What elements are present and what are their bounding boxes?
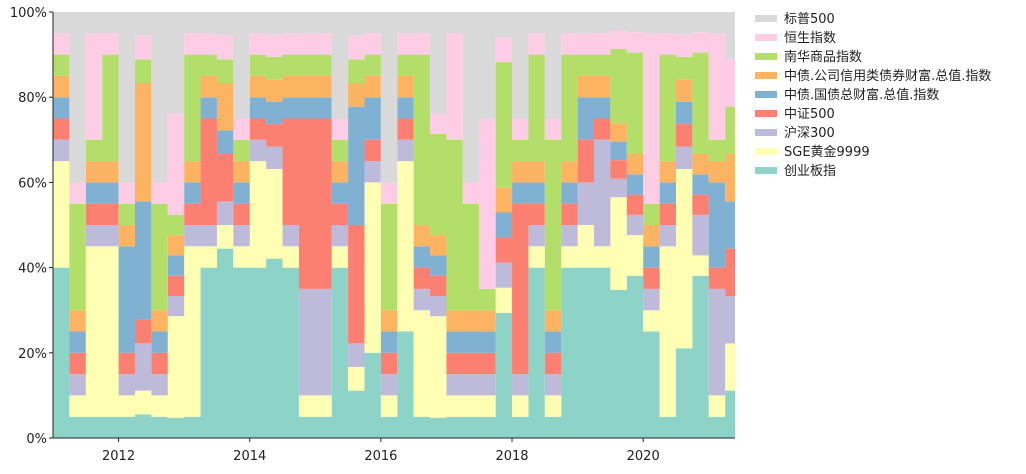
x-tick-label: 2016 <box>364 449 397 464</box>
legend-label: SGE黄金9999 <box>784 144 870 160</box>
legend-label: 中债.公司信用类债券财富.总值.指数 <box>784 68 991 84</box>
legend-label: 南华商品指数 <box>784 49 862 65</box>
axes: 0% 20% 40% 60% 80% 100% 2012 2014 2016 2018 2020 <box>10 6 735 464</box>
y-tick-label: 20% <box>18 347 47 362</box>
y-tick-label: 40% <box>18 262 47 277</box>
legend-label: 恒生指数 <box>784 31 836 46</box>
legend-swatch <box>755 167 777 174</box>
x-tick-label: 2020 <box>627 449 660 464</box>
y-tick-label: 0% <box>26 432 47 447</box>
area-series-3 <box>53 118 735 375</box>
legend-label: 中证500 <box>784 107 835 122</box>
legend-swatch <box>755 15 777 22</box>
x-tick-label: 2018 <box>495 449 528 464</box>
area-series-6 <box>53 49 735 311</box>
x-tick-label: 2014 <box>233 449 266 464</box>
legend-swatch <box>755 129 777 136</box>
legend-label: 创业板指 <box>784 164 836 179</box>
area-series-4 <box>53 97 735 353</box>
area-series-8 <box>53 12 735 183</box>
legend-label: 标普500 <box>784 12 835 27</box>
y-tick-label: 100% <box>10 6 47 21</box>
area-series-0 <box>53 248 735 438</box>
legend-label: 沪深300 <box>784 125 835 141</box>
legend-swatch <box>755 53 777 60</box>
legend-swatch <box>755 110 777 117</box>
y-tick-label: 80% <box>18 91 47 106</box>
area-series-1 <box>53 161 735 418</box>
legend-swatch <box>755 148 777 155</box>
legend-swatch <box>755 72 777 79</box>
legend: 标普500 恒生指数南华商品指数中债.公司信用类债券财富.总值.指数中债.国债总财… <box>755 12 991 179</box>
plot-areas <box>53 12 735 438</box>
legend-swatch <box>755 91 777 98</box>
legend-swatch <box>755 34 777 41</box>
legend-label: 中债.国债总财富.总值.指数 <box>784 87 939 103</box>
y-tick-label: 60% <box>18 176 47 191</box>
x-tick-label: 2012 <box>102 449 135 464</box>
area-series-2 <box>53 139 735 396</box>
